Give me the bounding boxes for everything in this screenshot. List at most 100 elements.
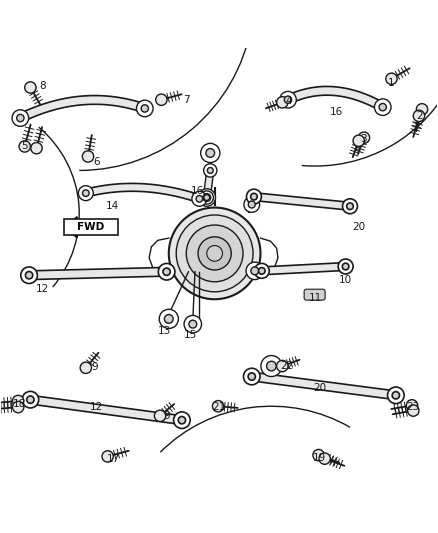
Circle shape bbox=[198, 237, 231, 270]
Circle shape bbox=[204, 164, 217, 177]
Circle shape bbox=[80, 362, 92, 374]
Circle shape bbox=[173, 412, 190, 429]
Circle shape bbox=[358, 132, 370, 143]
Text: 14: 14 bbox=[106, 201, 119, 211]
Circle shape bbox=[201, 143, 220, 163]
Circle shape bbox=[178, 416, 186, 424]
Circle shape bbox=[206, 149, 215, 157]
Circle shape bbox=[200, 191, 213, 204]
Circle shape bbox=[338, 259, 353, 274]
Circle shape bbox=[169, 207, 261, 299]
Circle shape bbox=[198, 189, 215, 206]
Circle shape bbox=[244, 368, 260, 385]
Text: 1: 1 bbox=[388, 78, 395, 88]
Text: 15: 15 bbox=[184, 330, 197, 341]
Circle shape bbox=[261, 356, 282, 376]
Text: 16: 16 bbox=[330, 107, 343, 117]
Circle shape bbox=[204, 195, 210, 200]
Circle shape bbox=[158, 263, 175, 280]
Circle shape bbox=[406, 400, 418, 411]
Text: 7: 7 bbox=[183, 95, 190, 104]
Circle shape bbox=[184, 316, 201, 333]
Circle shape bbox=[155, 94, 167, 106]
Circle shape bbox=[164, 314, 173, 323]
Polygon shape bbox=[251, 372, 396, 400]
Circle shape bbox=[141, 105, 148, 112]
Text: FWD: FWD bbox=[78, 222, 105, 232]
Circle shape bbox=[280, 92, 296, 108]
Circle shape bbox=[137, 100, 153, 117]
Circle shape bbox=[176, 215, 253, 292]
Circle shape bbox=[78, 185, 93, 200]
FancyArrow shape bbox=[64, 217, 90, 238]
Circle shape bbox=[254, 263, 269, 278]
Text: 10: 10 bbox=[339, 276, 352, 286]
Circle shape bbox=[258, 268, 265, 274]
Polygon shape bbox=[203, 170, 214, 198]
Circle shape bbox=[207, 246, 223, 261]
Circle shape bbox=[12, 110, 28, 126]
Text: 23: 23 bbox=[406, 402, 420, 412]
Text: 12: 12 bbox=[35, 284, 49, 294]
Circle shape bbox=[192, 191, 207, 206]
Circle shape bbox=[31, 142, 42, 154]
Polygon shape bbox=[254, 193, 350, 210]
Text: 9: 9 bbox=[163, 411, 170, 421]
Text: 18: 18 bbox=[12, 399, 26, 409]
Circle shape bbox=[244, 197, 260, 212]
Circle shape bbox=[319, 453, 330, 464]
Circle shape bbox=[343, 199, 357, 214]
Circle shape bbox=[25, 82, 36, 93]
Circle shape bbox=[277, 360, 288, 372]
Circle shape bbox=[251, 267, 259, 275]
Circle shape bbox=[248, 373, 255, 380]
Text: 16: 16 bbox=[191, 187, 204, 196]
Polygon shape bbox=[30, 395, 183, 424]
Circle shape bbox=[212, 400, 224, 412]
Text: 19: 19 bbox=[313, 453, 326, 463]
Circle shape bbox=[196, 196, 203, 202]
Circle shape bbox=[247, 189, 261, 204]
Text: 9: 9 bbox=[91, 362, 98, 372]
Circle shape bbox=[313, 449, 324, 461]
Polygon shape bbox=[18, 95, 146, 122]
Circle shape bbox=[246, 262, 264, 280]
Circle shape bbox=[207, 167, 213, 173]
Text: 13: 13 bbox=[158, 326, 171, 336]
FancyBboxPatch shape bbox=[64, 220, 118, 235]
Circle shape bbox=[388, 387, 404, 403]
Circle shape bbox=[25, 272, 33, 279]
Circle shape bbox=[22, 391, 39, 408]
Text: 5: 5 bbox=[21, 141, 28, 151]
Circle shape bbox=[102, 451, 113, 462]
Circle shape bbox=[248, 201, 255, 208]
Circle shape bbox=[374, 99, 391, 116]
Text: 20: 20 bbox=[352, 222, 365, 232]
Circle shape bbox=[284, 96, 292, 103]
Polygon shape bbox=[286, 86, 385, 111]
Polygon shape bbox=[29, 268, 167, 280]
Circle shape bbox=[408, 405, 419, 416]
Circle shape bbox=[251, 193, 257, 200]
FancyBboxPatch shape bbox=[304, 289, 325, 300]
Circle shape bbox=[12, 395, 24, 407]
Circle shape bbox=[392, 392, 399, 399]
Circle shape bbox=[12, 401, 24, 413]
Circle shape bbox=[19, 141, 30, 152]
Text: 22: 22 bbox=[280, 361, 293, 371]
Circle shape bbox=[189, 320, 197, 328]
Text: 21: 21 bbox=[212, 402, 226, 412]
Circle shape bbox=[82, 190, 89, 197]
Text: 12: 12 bbox=[90, 402, 103, 412]
Circle shape bbox=[267, 361, 276, 371]
Circle shape bbox=[17, 115, 24, 122]
Circle shape bbox=[343, 263, 349, 270]
Text: 8: 8 bbox=[39, 81, 46, 91]
Circle shape bbox=[413, 110, 425, 122]
Circle shape bbox=[27, 396, 34, 403]
Circle shape bbox=[277, 96, 288, 108]
Circle shape bbox=[417, 103, 427, 115]
Text: 20: 20 bbox=[313, 383, 326, 393]
Circle shape bbox=[386, 73, 397, 84]
Polygon shape bbox=[85, 183, 201, 203]
